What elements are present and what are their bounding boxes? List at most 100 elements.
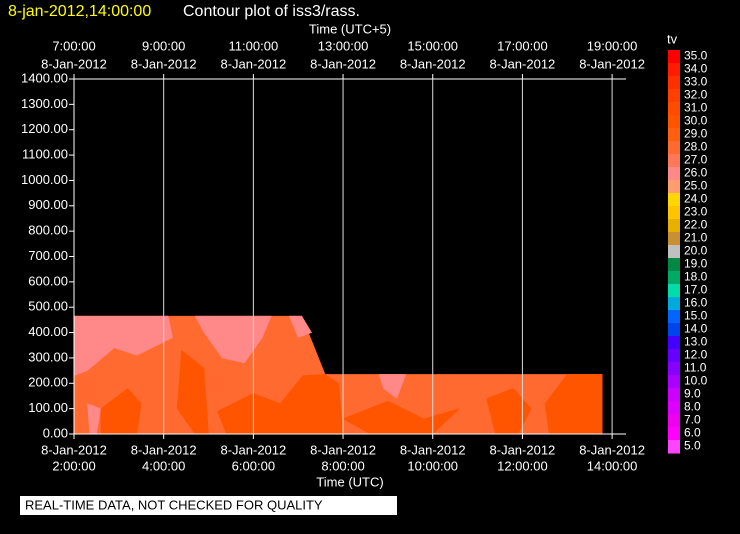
colorbar-tick-label: 25.0	[684, 179, 708, 193]
x2-tick-label: 17:00:00	[497, 38, 548, 53]
y-tick-label: 100.00	[28, 400, 68, 415]
x2-tick-date: 8-Jan-2012	[41, 56, 107, 71]
colorbar-tick-label: 27.0	[684, 153, 708, 167]
colorbar-tick-label: 22.0	[684, 218, 708, 232]
colorbar-swatch	[668, 115, 680, 129]
x-tick-label: 14:00:00	[587, 458, 638, 473]
colorbar-tick-label: 24.0	[684, 192, 708, 206]
x-tick-label: 10:00:00	[407, 458, 458, 473]
colorbar-swatch	[668, 180, 680, 194]
x-tick-date: 8-Jan-2012	[310, 442, 376, 457]
colorbar-swatch	[668, 284, 680, 298]
colorbar-swatch	[668, 440, 680, 454]
colorbar-tick-label: 14.0	[684, 322, 708, 336]
colorbar-swatch	[668, 258, 680, 272]
colorbar-tick-label: 12.0	[684, 348, 708, 362]
x-tick-date: 8-Jan-2012	[131, 442, 197, 457]
colorbar-tick-label: 21.0	[684, 231, 708, 245]
colorbar-tick-label: 34.0	[684, 62, 708, 76]
colorbar-swatch	[668, 323, 680, 337]
x2-tick-date: 8-Jan-2012	[220, 56, 286, 71]
x-tick-date: 8-Jan-2012	[41, 442, 107, 457]
colorbar-swatch	[668, 128, 680, 142]
y-tick-label: 200.00	[28, 375, 68, 390]
x-axis-label: Time (UTC)	[316, 474, 383, 489]
x2-tick-label: 19:00:00	[587, 38, 638, 53]
colorbar-tick-label: 31.0	[684, 101, 708, 115]
colorbar-swatch	[668, 141, 680, 155]
colorbar-swatch	[668, 63, 680, 77]
colorbar-tick-label: 18.0	[684, 270, 708, 284]
colorbar-swatch	[668, 427, 680, 441]
x2-tick-label: 9:00:00	[142, 38, 185, 53]
colorbar-swatch	[668, 50, 680, 64]
colorbar-swatch	[668, 271, 680, 285]
colorbar-swatch	[668, 89, 680, 103]
colorbar-swatch	[668, 193, 680, 207]
x2-tick-label: 15:00:00	[407, 38, 458, 53]
x-tick-date: 8-Jan-2012	[220, 442, 286, 457]
x2-tick-label: 7:00:00	[52, 38, 95, 53]
colorbar-swatch	[668, 310, 680, 324]
x-tick-label: 2:00:00	[52, 458, 95, 473]
x-tick-date: 8-Jan-2012	[400, 442, 466, 457]
contour-region	[544, 374, 603, 435]
contour-region	[194, 315, 272, 364]
x-tick-label: 4:00:00	[142, 458, 185, 473]
colorbar-tick-label: 23.0	[684, 205, 708, 219]
colorbar-tick-label: 5.0	[684, 439, 701, 453]
contour-region	[378, 374, 407, 399]
colorbar-tick-label: 30.0	[684, 114, 708, 128]
x-tick-date: 8-Jan-2012	[490, 442, 556, 457]
colorbar-tick-label: 10.0	[684, 374, 708, 388]
y-tick-label: 1400.00	[21, 70, 68, 85]
x-tick-date: 8-Jan-2012	[579, 442, 645, 457]
colorbar-tick-label: 15.0	[684, 309, 708, 323]
y-tick-label: 800.00	[28, 223, 68, 238]
colorbar-tick-label: 29.0	[684, 127, 708, 141]
contour-region	[73, 315, 173, 377]
colorbar-swatch	[668, 154, 680, 168]
colorbar-swatch	[668, 297, 680, 311]
colorbar-tick-label: 8.0	[684, 400, 701, 414]
footer: REAL-TIME DATA, NOT CHECKED FOR QUALITY	[25, 497, 323, 512]
contour-region	[100, 388, 142, 435]
x2-tick-date: 8-Jan-2012	[400, 56, 466, 71]
colorbar-tick-label: 16.0	[684, 296, 708, 310]
colorbar-tick-label: 35.0	[684, 49, 708, 63]
x2-tick-label: 13:00:00	[318, 38, 369, 53]
x2-tick-date: 8-Jan-2012	[131, 56, 197, 71]
footer-box	[20, 496, 397, 515]
colorbar-tick-label: 26.0	[684, 166, 708, 180]
x-tick-label: 6:00:00	[232, 458, 275, 473]
x2-axis-label: Time (UTC+5)	[309, 21, 391, 36]
y-tick-label: 1000.00	[21, 172, 68, 187]
colorbar-swatch	[668, 375, 680, 389]
contour-region	[288, 315, 313, 338]
colorbar-swatch	[668, 349, 680, 363]
colorbar-tick-label: 6.0	[684, 426, 701, 440]
colorbar-tick-label: 20.0	[684, 244, 708, 258]
colorbar-swatch	[668, 219, 680, 233]
contour-region	[486, 388, 532, 435]
chart-title: Contour plot of iss3/rass.	[183, 3, 360, 20]
colorbar-tick-label: 19.0	[684, 257, 708, 271]
colorbar-tick-label: 33.0	[684, 75, 708, 89]
colorbar-tick-label: 9.0	[684, 387, 701, 401]
colorbar-swatch	[668, 245, 680, 259]
colorbar-swatch	[668, 206, 680, 220]
y-tick-label: 600.00	[28, 273, 68, 288]
colorbar-tick-label: 13.0	[684, 335, 708, 349]
y-tick-label: 400.00	[28, 324, 68, 339]
y-tick-label: 1300.00	[21, 96, 68, 111]
y-tick-label: 0.00	[43, 425, 68, 440]
y-tick-label: 300.00	[28, 349, 68, 364]
colorbar-label: tv	[667, 31, 678, 46]
title-time: 8-jan-2012,14:00:00	[8, 3, 151, 20]
x2-tick-date: 8-Jan-2012	[490, 56, 556, 71]
colorbar-tick-label: 11.0	[684, 361, 707, 375]
x2-tick-date: 8-Jan-2012	[310, 56, 376, 71]
x2-tick-date: 8-Jan-2012	[579, 56, 645, 71]
